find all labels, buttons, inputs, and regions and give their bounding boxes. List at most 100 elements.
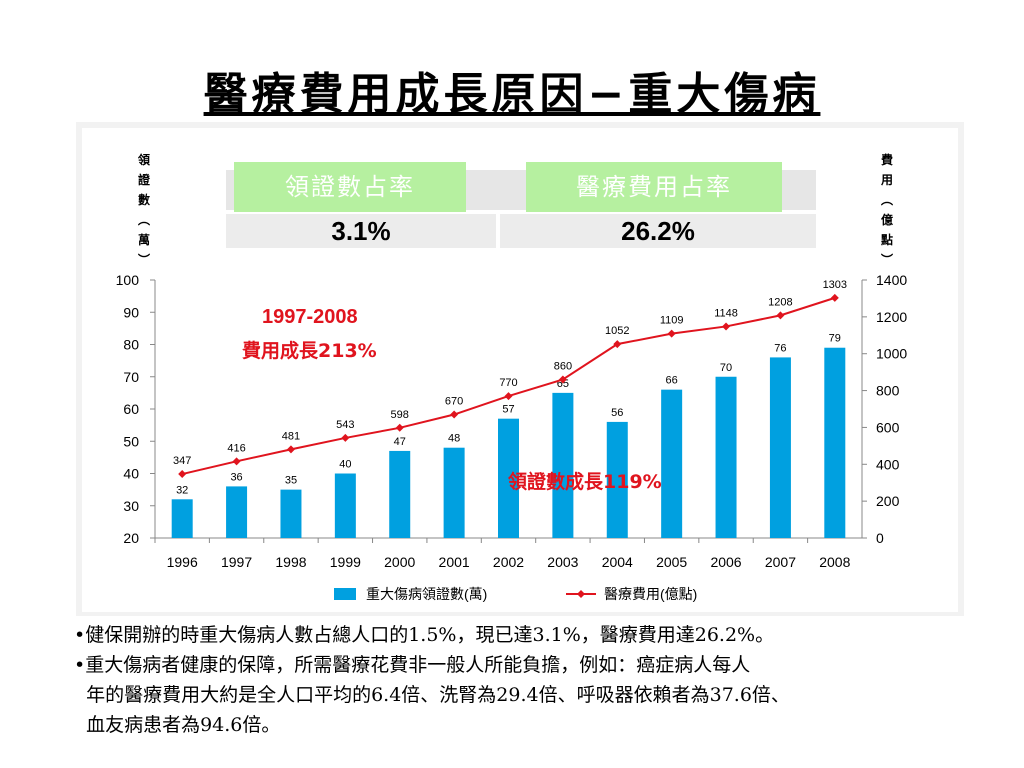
left-tick-label: 100: [116, 272, 140, 288]
legend-bar-swatch: [334, 588, 356, 600]
bar: [171, 499, 193, 538]
page-title: 醫療費用成長原因−重大傷病: [203, 69, 821, 120]
legend-line-label: 醫療費用(億點): [604, 586, 697, 602]
x-tick-label: 2002: [493, 554, 524, 570]
bar-value-label: 57: [502, 404, 514, 416]
note-line: 年的醫療費用大約是全人口平均的6.4倍、洗腎為29.4倍、呼吸器依賴者為37.6…: [74, 684, 790, 706]
x-tick-label: 2004: [602, 554, 633, 570]
left-tick-label: 50: [123, 433, 139, 449]
cost-value-label: 670: [445, 396, 463, 408]
cost-point: [830, 293, 839, 302]
bar: [552, 392, 574, 538]
cost-point: [450, 410, 459, 419]
bar-value-label: 79: [829, 333, 841, 345]
cost-point: [613, 340, 622, 349]
right-axis-char: 億: [880, 213, 893, 227]
right-tick-label: 200: [876, 493, 900, 509]
x-tick-label: 1999: [330, 554, 361, 570]
cost-share-header: 醫療費用占率: [526, 162, 782, 212]
right-axis-char: 用: [880, 173, 893, 187]
bar: [715, 376, 737, 538]
cost-point: [286, 445, 295, 454]
bar: [498, 418, 519, 538]
bar-value-label: 48: [448, 433, 460, 445]
right-tick-label: 1400: [876, 272, 907, 288]
bar: [334, 473, 356, 538]
right-axis-label: 費 用 ︵ 億 點 ︶: [880, 150, 894, 270]
left-axis-char: ︶: [137, 253, 150, 267]
left-axis-char: 數: [137, 193, 150, 207]
cost-value-label: 1303: [823, 279, 847, 291]
cost-point: [558, 375, 567, 384]
bar-value-label: 47: [394, 436, 406, 448]
right-tick-label: 800: [876, 383, 900, 399]
left-tick-label: 90: [123, 304, 139, 320]
cost-share-value: 26.2%: [500, 214, 816, 248]
bar-value-label: 76: [774, 342, 786, 354]
right-axis-char: ︶: [880, 253, 893, 267]
x-tick-label: 2003: [547, 554, 578, 570]
right-axis-char: 點: [880, 233, 893, 247]
cost-value-label: 481: [282, 430, 300, 442]
bar: [443, 447, 465, 538]
right-axis-char: 費: [880, 153, 893, 167]
bar: [661, 389, 683, 538]
notes: •健保開辦的時重大傷病人數占總人口的1.5%，現已達3.1%，醫療費用達26.2…: [74, 620, 1014, 740]
cost-value-label: 860: [554, 361, 572, 373]
left-axis-char: ︵: [137, 213, 150, 227]
bar: [824, 347, 846, 538]
bar: [606, 421, 628, 538]
left-axis-label: 領 證 數 ︵ 萬 ︶: [137, 150, 151, 270]
right-axis-char: ︵: [880, 193, 893, 207]
x-tick-label: 2001: [439, 554, 470, 570]
left-tick-label: 30: [123, 498, 139, 514]
cost-value-label: 598: [391, 409, 409, 421]
cost-value-label: 1208: [768, 296, 792, 308]
cost-point: [232, 457, 241, 466]
cost-value-label: 347: [173, 455, 191, 467]
x-tick-label: 2006: [710, 554, 741, 570]
x-tick-label: 1998: [275, 554, 306, 570]
bar: [389, 450, 411, 538]
x-tick-label: 2005: [656, 554, 687, 570]
cost-value-label: 770: [499, 377, 517, 389]
cost-value-label: 416: [227, 442, 245, 454]
left-axis-char: 領: [137, 153, 150, 167]
cert-growth-text: 領證數成長119%: [508, 471, 662, 493]
right-tick-label: 0: [876, 530, 884, 546]
left-axis-char: 萬: [137, 233, 150, 247]
cert-share-value: 3.1%: [226, 214, 496, 248]
left-tick-label: 60: [123, 401, 139, 417]
cost-value-label: 543: [336, 419, 354, 431]
right-tick-label: 600: [876, 419, 900, 435]
cost-point: [341, 433, 350, 442]
left-axis-char: 證: [137, 173, 150, 187]
left-tick-label: 40: [123, 466, 139, 482]
cost-point: [504, 392, 513, 401]
x-tick-label: 2000: [384, 554, 415, 570]
cost-point: [776, 311, 785, 320]
cost-point: [722, 322, 731, 331]
cost-value-label: 1148: [714, 307, 738, 319]
right-tick-label: 1200: [876, 309, 907, 325]
bar-value-label: 32: [176, 484, 188, 496]
right-tick-label: 400: [876, 456, 900, 472]
cost-value-label: 1109: [660, 315, 684, 327]
legend-line-marker: [577, 590, 585, 598]
bar: [769, 357, 791, 538]
bar-value-label: 40: [339, 459, 351, 471]
x-tick-label: 2007: [765, 554, 796, 570]
cert-share-header: 領證數占率: [234, 162, 466, 212]
cost-point: [395, 423, 404, 432]
left-tick-label: 70: [123, 369, 139, 385]
x-tick-label: 1997: [221, 554, 252, 570]
note-line: •健保開辦的時重大傷病人數占總人口的1.5%，現已達3.1%，醫療費用達26.2…: [74, 624, 775, 646]
bar: [226, 486, 248, 538]
legend-bar-label: 重大傷病領證數(萬): [366, 586, 487, 602]
x-tick-label: 1996: [167, 554, 198, 570]
cost-point: [667, 329, 676, 338]
bar-value-label: 35: [285, 475, 297, 487]
note-line: •重大傷病者健康的保障，所需醫療花費非一般人所能負擔，例如：癌症病人每人: [74, 654, 751, 676]
x-tick-label: 2008: [819, 554, 850, 570]
